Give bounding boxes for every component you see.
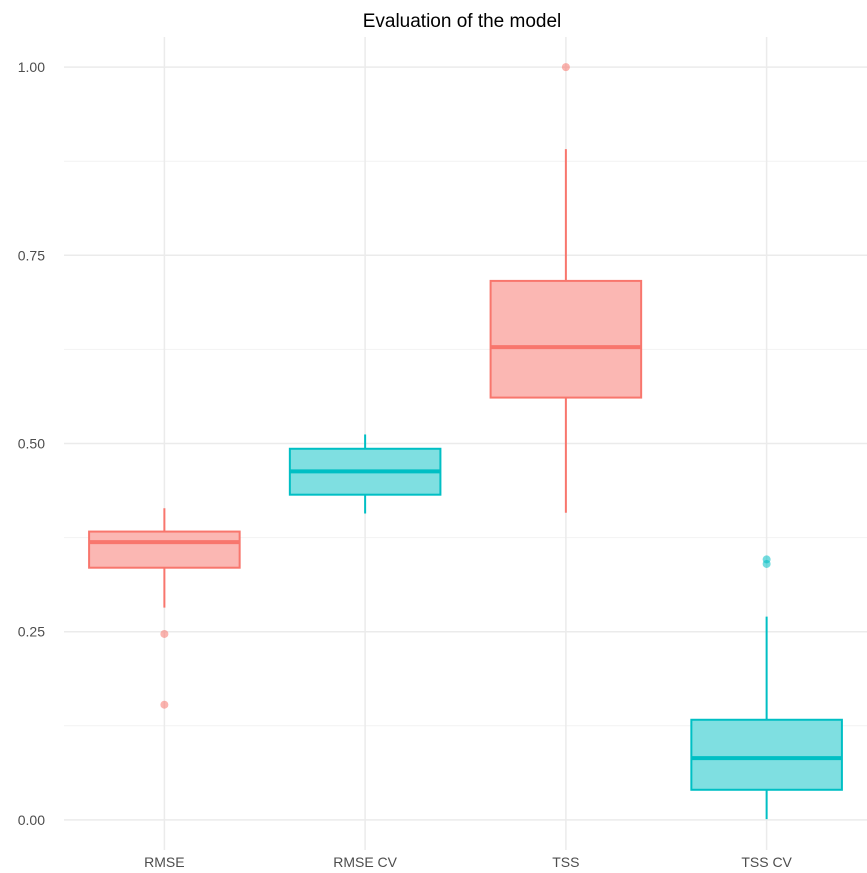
box-rmse-cv xyxy=(288,434,442,514)
box-tss-cv xyxy=(690,555,843,820)
box-rmse xyxy=(88,508,241,709)
box-tss xyxy=(489,63,643,513)
y-axis-labels: 0.00 0.25 0.50 0.75 1.00 xyxy=(18,59,45,828)
x-tick-label: RMSE xyxy=(144,854,184,870)
box-iqr xyxy=(690,718,843,791)
x-tick-label: TSS CV xyxy=(741,854,792,870)
y-tick-label: 0.25 xyxy=(18,624,45,640)
box-iqr xyxy=(489,279,643,399)
x-tick-label: TSS xyxy=(552,854,579,870)
x-axis-labels: RMSE RMSE CV TSS TSS CV xyxy=(144,854,792,870)
y-tick-label: 0.75 xyxy=(18,247,45,263)
outlier-point xyxy=(762,559,771,568)
outlier-point xyxy=(561,63,570,72)
y-tick-label: 0.50 xyxy=(18,436,45,452)
box-iqr xyxy=(88,530,241,569)
y-tick-label: 1.00 xyxy=(18,59,45,75)
x-tick-label: RMSE CV xyxy=(333,854,397,870)
box-series xyxy=(88,63,843,820)
outlier-point xyxy=(160,700,169,709)
chart-title: Evaluation of the model xyxy=(363,11,562,32)
y-tick-label: 0.00 xyxy=(18,812,45,828)
outlier-point xyxy=(160,629,169,638)
